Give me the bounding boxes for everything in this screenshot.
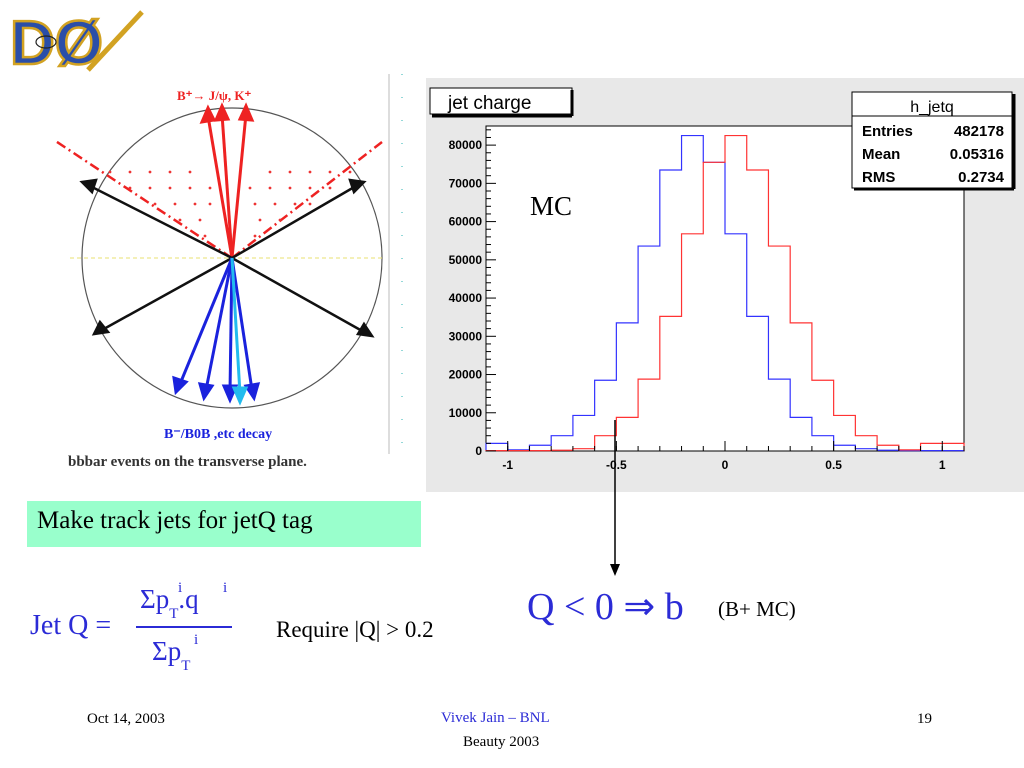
cut-arrow bbox=[600, 420, 630, 580]
requirement-text: Require |Q| > 0.2 bbox=[276, 617, 434, 642]
stats-rms-value: 0.2734 bbox=[958, 169, 1005, 186]
jet-charge-histogram: -1 -0.5 0 0.5 1 0 10000 20000 30000 40000 50000 600… bbox=[426, 78, 1024, 492]
stats-rms-label: RMS bbox=[862, 169, 895, 186]
formula-denominator: ΣpT bbox=[152, 636, 191, 674]
d0-logo: DØ bbox=[4, 4, 150, 79]
mc-annotation: MC bbox=[530, 191, 572, 221]
fraction-bar bbox=[136, 626, 232, 628]
stats-entries-value: 482178 bbox=[954, 123, 1004, 140]
b-minus-arrows bbox=[172, 257, 261, 404]
formula-denominator-sup: i bbox=[194, 632, 199, 648]
x-tick-label: 0 bbox=[722, 458, 729, 472]
jetq-tag-box: Make track jets for jetQ tag bbox=[27, 501, 421, 547]
formula-numerator-sup-1: i bbox=[178, 580, 183, 596]
b-plus-arrows bbox=[199, 102, 255, 259]
x-tick-label: -0.5 bbox=[606, 458, 627, 472]
x-tick-label: 0.5 bbox=[825, 458, 842, 472]
y-tick-label: 40000 bbox=[449, 291, 483, 305]
y-tick-label: 0 bbox=[475, 444, 482, 458]
y-tick-label: 20000 bbox=[449, 368, 483, 382]
b-plus-label: B⁺→ J/ψ, K⁺ bbox=[177, 88, 251, 103]
stats-name: h_jetq bbox=[910, 99, 954, 116]
x-tick-label: 1 bbox=[939, 458, 946, 472]
stats-box: h_jetq Entries 482178 Mean 0.05316 RMS 0… bbox=[851, 91, 1016, 191]
y-tick-label: 60000 bbox=[449, 215, 483, 229]
diagram-caption: bbbar events on the transverse plane. bbox=[68, 454, 307, 470]
b-minus-label: B⁻/B0B ,etc decay bbox=[164, 427, 272, 442]
stats-mean-value: 0.05316 bbox=[950, 146, 1004, 163]
jetq-tag-text: Make track jets for jetQ tag bbox=[37, 507, 313, 534]
formula-numerator: ΣpT.q bbox=[140, 584, 199, 622]
footer-conference: Beauty 2003 bbox=[463, 734, 540, 750]
stats-entries-label: Entries bbox=[862, 123, 913, 140]
event-diagram: B⁺→ J/ψ, K⁺ B⁻/B0B ,etc decay bbbar even… bbox=[40, 74, 410, 474]
red-dot-cone bbox=[108, 170, 352, 238]
footer-author: Vivek Jain – BNL bbox=[441, 710, 550, 726]
footer-page-number: 19 bbox=[917, 711, 932, 727]
plot-title: jet charge bbox=[447, 93, 531, 114]
stats-mean-label: Mean bbox=[862, 146, 900, 163]
formula-lhs: Jet Q = bbox=[30, 610, 112, 641]
y-tick-label: 70000 bbox=[449, 176, 483, 190]
x-tick-label: -1 bbox=[502, 458, 513, 472]
black-jet-arrows bbox=[79, 178, 375, 338]
q-condition: Q < 0 ⇒ b bbox=[527, 586, 684, 628]
y-tick-label: 50000 bbox=[449, 253, 483, 267]
y-tick-label: 10000 bbox=[449, 406, 483, 420]
jet-q-formula: Jet Q = ΣpT.q i i ΣpT i bbox=[30, 580, 260, 680]
y-tick-label: 80000 bbox=[449, 138, 483, 152]
footer-date: Oct 14, 2003 bbox=[87, 711, 165, 727]
formula-numerator-sup-2: i bbox=[223, 580, 228, 596]
q-condition-note: (B+ MC) bbox=[718, 597, 796, 621]
y-tick-label: 30000 bbox=[449, 329, 483, 343]
